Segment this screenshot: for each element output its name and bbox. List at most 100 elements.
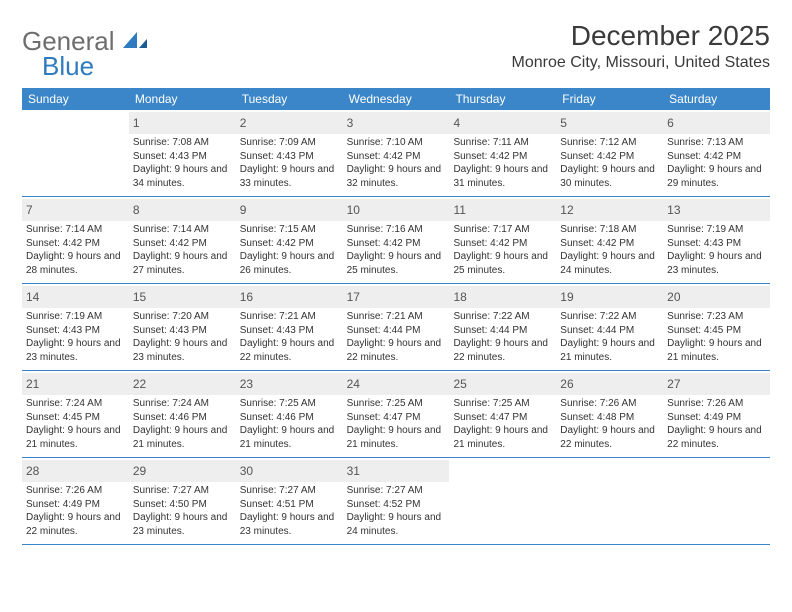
day-number-row: 6 [663,112,770,134]
day-cell: 29Sunrise: 7:27 AMSunset: 4:50 PMDayligh… [129,458,236,544]
day-info: Sunrise: 7:17 AMSunset: 4:42 PMDaylight:… [453,223,552,277]
day-number-row: 27 [663,373,770,395]
day-info: Sunrise: 7:18 AMSunset: 4:42 PMDaylight:… [560,223,659,277]
day-info: Sunrise: 7:21 AMSunset: 4:43 PMDaylight:… [240,310,339,364]
month-title: December 2025 [512,20,770,52]
day-number-row: 26 [556,373,663,395]
day-info: Sunrise: 7:25 AMSunset: 4:47 PMDaylight:… [347,397,446,451]
day-number: 3 [347,116,354,130]
week-row: 7Sunrise: 7:14 AMSunset: 4:42 PMDaylight… [22,197,770,284]
weekday-label: Monday [129,88,236,110]
day-cell [663,458,770,544]
day-cell: 12Sunrise: 7:18 AMSunset: 4:42 PMDayligh… [556,197,663,283]
day-number: 19 [560,290,573,304]
day-number-row: 14 [22,286,129,308]
day-info: Sunrise: 7:22 AMSunset: 4:44 PMDaylight:… [453,310,552,364]
header: General Blue December 2025 Monroe City, … [22,20,770,82]
day-info: Sunrise: 7:14 AMSunset: 4:42 PMDaylight:… [133,223,232,277]
day-number-row: 19 [556,286,663,308]
day-number: 26 [560,377,573,391]
title-block: December 2025 Monroe City, Missouri, Uni… [512,20,770,72]
weekday-header: SundayMondayTuesdayWednesdayThursdayFrid… [22,88,770,110]
day-info: Sunrise: 7:24 AMSunset: 4:45 PMDaylight:… [26,397,125,451]
day-number-row: 8 [129,199,236,221]
day-number: 14 [26,290,39,304]
day-info: Sunrise: 7:26 AMSunset: 4:49 PMDaylight:… [667,397,766,451]
day-info: Sunrise: 7:19 AMSunset: 4:43 PMDaylight:… [667,223,766,277]
day-cell: 8 Sunrise: 7:14 AMSunset: 4:42 PMDaylight… [129,197,236,283]
logo-sail-icon [123,37,149,54]
day-cell: 13 Sunrise: 7:19 AMSunset: 4:43 PMDayligh… [663,197,770,283]
day-cell: 30Sunrise: 7:27 AMSunset: 4:51 PMDayligh… [236,458,343,544]
weekday-label: Saturday [663,88,770,110]
day-cell: 4Sunrise: 7:11 AMSunset: 4:42 PMDaylight… [449,110,556,196]
day-number-row: 30 [236,460,343,482]
day-number-row: 9 [236,199,343,221]
day-number-row: 24 [343,373,450,395]
calendar: SundayMondayTuesdayWednesdayThursdayFrid… [22,88,770,545]
day-cell: 15 Sunrise: 7:20 AMSunset: 4:43 PMDayligh… [129,284,236,370]
day-number-row: 18 [449,286,556,308]
day-number: 8 [133,203,140,217]
day-cell: 28 Sunrise: 7:26 AMSunset: 4:49 PMDayligh… [22,458,129,544]
day-number-row: 22 [129,373,236,395]
day-info: Sunrise: 7:21 AMSunset: 4:44 PMDaylight:… [347,310,446,364]
weekday-label: Friday [556,88,663,110]
day-number-row: 1 [129,112,236,134]
day-info: Sunrise: 7:11 AMSunset: 4:42 PMDaylight:… [453,136,552,190]
day-number: 13 [667,203,680,217]
day-cell: 1 Sunrise: 7:08 AMSunset: 4:43 PMDaylight… [129,110,236,196]
day-cell: 17 Sunrise: 7:21 AMSunset: 4:44 PMDayligh… [343,284,450,370]
day-info: Sunrise: 7:26 AMSunset: 4:48 PMDaylight:… [560,397,659,451]
day-number-row: 25 [449,373,556,395]
week-row: 14Sunrise: 7:19 AMSunset: 4:43 PMDayligh… [22,284,770,371]
day-number: 27 [667,377,680,391]
day-info: Sunrise: 7:26 AMSunset: 4:49 PMDaylight:… [26,484,125,538]
day-cell [22,110,129,196]
day-cell: 27 Sunrise: 7:26 AMSunset: 4:49 PMDayligh… [663,371,770,457]
day-number-row: 3 [343,112,450,134]
day-cell: 21Sunrise: 7:24 AMSunset: 4:45 PMDayligh… [22,371,129,457]
day-cell: 2 Sunrise: 7:09 AMSunset: 4:43 PMDaylight… [236,110,343,196]
day-number-row: 28 [22,460,129,482]
day-number: 30 [240,464,253,478]
day-info: Sunrise: 7:27 AMSunset: 4:50 PMDaylight:… [133,484,232,538]
day-number: 23 [240,377,253,391]
day-number-row: 16 [236,286,343,308]
day-number: 11 [453,203,465,217]
day-number: 16 [240,290,253,304]
day-number: 17 [347,290,360,304]
weekday-label: Wednesday [343,88,450,110]
day-info: Sunrise: 7:25 AMSunset: 4:47 PMDaylight:… [453,397,552,451]
day-info: Sunrise: 7:23 AMSunset: 4:45 PMDaylight:… [667,310,766,364]
day-info: Sunrise: 7:25 AMSunset: 4:46 PMDaylight:… [240,397,339,451]
day-number-row: 31 [343,460,450,482]
day-number: 1 [133,116,140,130]
day-info: Sunrise: 7:08 AMSunset: 4:43 PMDaylight:… [133,136,232,190]
day-number: 20 [667,290,680,304]
day-cell: 14Sunrise: 7:19 AMSunset: 4:43 PMDayligh… [22,284,129,370]
day-info: Sunrise: 7:20 AMSunset: 4:43 PMDaylight:… [133,310,232,364]
day-info: Sunrise: 7:16 AMSunset: 4:42 PMDaylight:… [347,223,446,277]
day-cell: 11 Sunrise: 7:17 AMSunset: 4:42 PMDayligh… [449,197,556,283]
day-number: 2 [240,116,247,130]
day-number: 10 [347,203,360,217]
week-row: 21Sunrise: 7:24 AMSunset: 4:45 PMDayligh… [22,371,770,458]
day-number-row: 23 [236,373,343,395]
day-number-row: 5 [556,112,663,134]
day-info: Sunrise: 7:14 AMSunset: 4:42 PMDaylight:… [26,223,125,277]
weekday-label: Sunday [22,88,129,110]
day-number-row: 4 [449,112,556,134]
day-number: 28 [26,464,39,478]
day-number: 25 [453,377,466,391]
day-number-row: 2 [236,112,343,134]
day-number: 5 [560,116,567,130]
day-info: Sunrise: 7:27 AMSunset: 4:52 PMDaylight:… [347,484,446,538]
day-info: Sunrise: 7:09 AMSunset: 4:43 PMDaylight:… [240,136,339,190]
day-number: 24 [347,377,360,391]
day-number: 9 [240,203,247,217]
weekday-label: Tuesday [236,88,343,110]
day-cell: 31Sunrise: 7:27 AMSunset: 4:52 PMDayligh… [343,458,450,544]
week-row: 1 Sunrise: 7:08 AMSunset: 4:43 PMDaylight… [22,110,770,197]
day-number: 15 [133,290,146,304]
